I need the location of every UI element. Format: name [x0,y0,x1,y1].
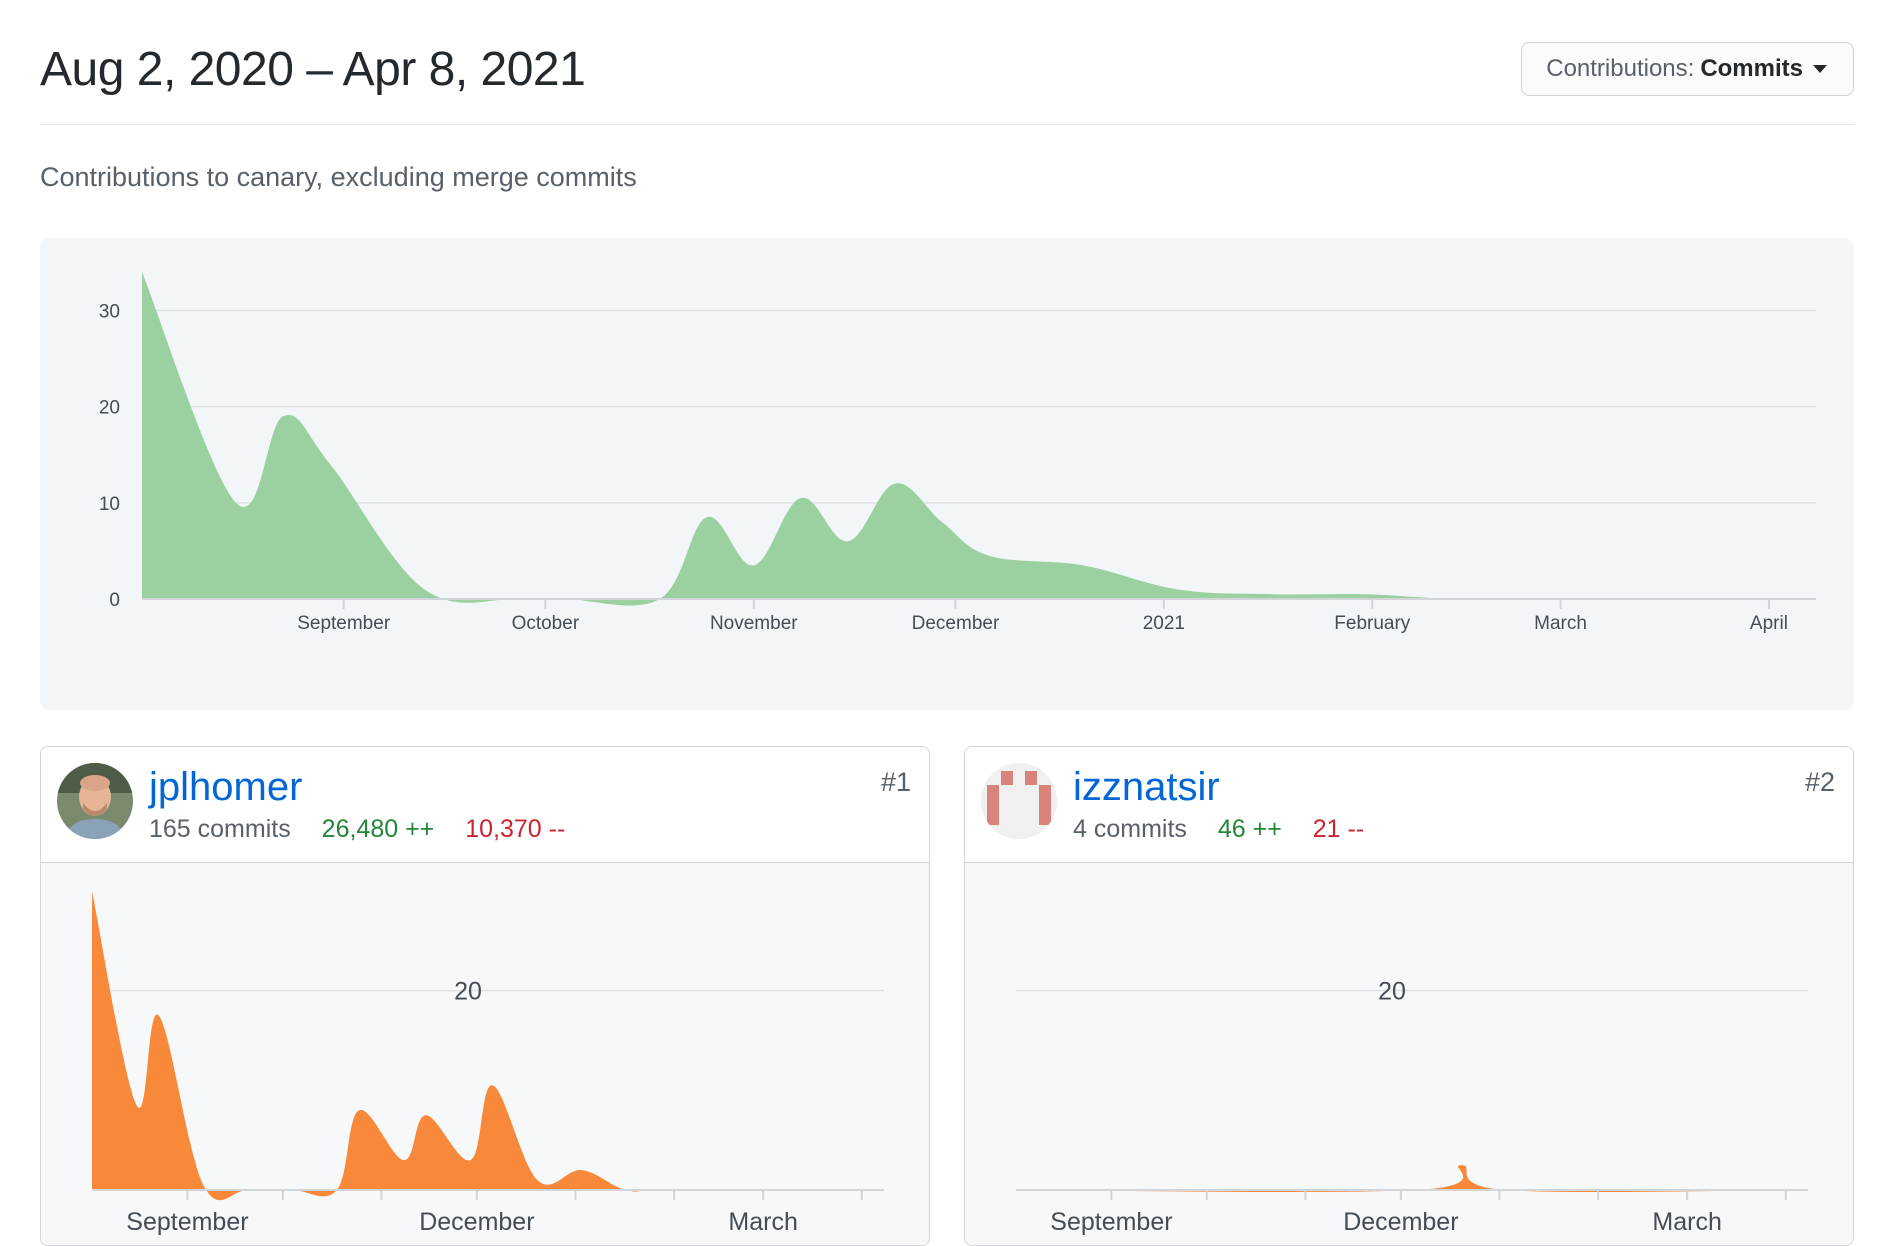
person-avatar-icon [57,763,133,839]
contributor-card-header: jplhomer 165 commits 26,480 ++ 10,370 --… [41,747,929,863]
x-tick-label: October [512,613,580,634]
additions-count: 46 ++ [1217,815,1282,843]
series-area [1016,1165,1796,1192]
contributor-card-1: jplhomer 165 commits 26,480 ++ 10,370 --… [40,746,930,1246]
x-tick-label: December [1343,1208,1458,1236]
contributor-username-link[interactable]: izznatsir [1073,765,1220,809]
deletions-count: 21 -- [1312,815,1365,843]
series-area [92,891,872,1201]
x-tick-label: February [1334,613,1411,634]
date-range-title: Aug 2, 2020 – Apr 8, 2021 [40,43,586,96]
contributions-subtitle: Contributions to canary, excluding merge… [40,162,637,192]
page-header: Aug 2, 2020 – Apr 8, 2021 Contributions:… [40,38,1854,125]
x-tick-label: March [1652,1208,1721,1236]
caret-down-icon [1813,65,1827,73]
overall-chart-svg: 0 10 20 30 September October November December 2… [99,272,1816,634]
contributions-value: Commits [1700,55,1803,82]
x-tick-label: September [126,1208,248,1236]
contributor-stats: 165 commits 26,480 ++ 10,370 -- [149,815,565,844]
y-tick-label: 10 [99,494,120,515]
x-tick-label: 2021 [1143,613,1185,634]
x-tick-label: September [1050,1208,1172,1236]
commit-count: 4 commits [1073,815,1187,843]
x-tick-label: April [1750,613,1788,634]
contributor-username-link[interactable]: jplhomer [149,765,303,809]
series-area [142,272,1790,606]
y-tick-label: 0 [109,590,120,611]
contributor-rank: #2 [1804,767,1835,797]
contributor-rank: #1 [880,767,911,797]
contributor-card-2: izznatsir 4 commits 46 ++ 21 -- #2 20 Sep… [964,746,1854,1246]
avatar[interactable] [981,763,1057,839]
contributions-type-dropdown[interactable]: Contributions: Commits [1521,42,1854,96]
contributor-stats: 4 commits 46 ++ 21 -- [1073,815,1364,844]
contributor-card-header: izznatsir 4 commits 46 ++ 21 -- #2 [965,747,1853,863]
x-tick-label: December [419,1208,534,1236]
commit-count: 165 commits [149,815,291,843]
y-tick-label: 20 [99,398,120,419]
overall-contributions-chart: 0 10 20 30 September October November December 2… [40,238,1854,710]
deletions-count: 10,370 -- [465,815,566,843]
contributions-label: Contributions: [1546,55,1695,82]
x-tick-label: November [710,613,798,634]
additions-count: 26,480 ++ [321,815,435,843]
y-tick-label: 30 [99,301,120,322]
contributor-chart-svg: 20 September December March [92,891,884,1236]
avatar[interactable] [57,763,133,839]
x-tick-label: September [297,613,391,634]
contributor-chart: 20 September December March [41,863,929,1245]
identicon-avatar-icon [981,763,1057,839]
x-tick-label: March [728,1208,797,1236]
y-tick-label: 20 [454,978,482,1006]
x-tick-label: December [912,613,1000,634]
contributor-chart: 20 September December March [965,863,1853,1245]
contributor-chart-svg: 20 September December March [1016,978,1808,1236]
y-tick-label: 20 [1378,978,1406,1006]
x-tick-label: March [1534,613,1587,634]
